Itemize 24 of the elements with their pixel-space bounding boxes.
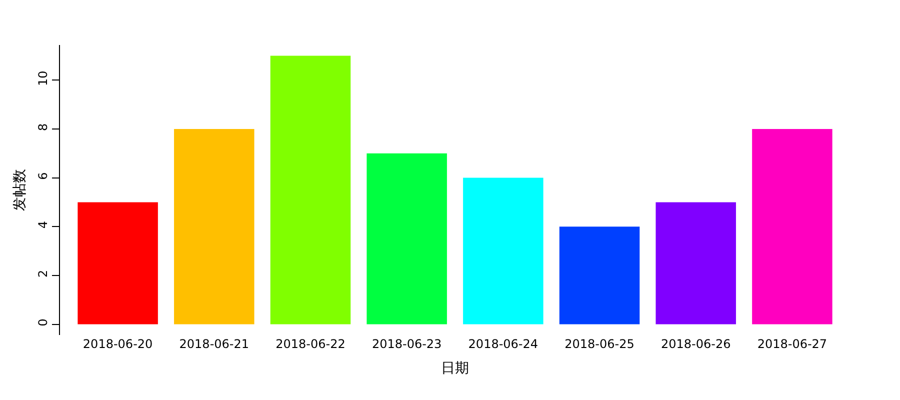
bar — [174, 128, 254, 324]
x-tick-label: 2018-06-23 — [372, 337, 442, 351]
y-tick-label: 10 — [36, 70, 50, 86]
bar — [656, 202, 736, 324]
x-tick-label: 2018-06-27 — [757, 337, 828, 351]
bar — [366, 153, 447, 324]
bar — [559, 226, 640, 324]
x-axis-title: 日期 — [441, 360, 469, 376]
x-tick-label: 2018-06-26 — [660, 337, 731, 351]
y-tick-label: 6 — [36, 172, 50, 180]
y-tick-label: 0 — [36, 318, 50, 326]
y-tick-label: 4 — [36, 221, 50, 229]
bar — [78, 202, 158, 324]
x-tick-label: 2018-06-25 — [564, 337, 634, 351]
x-tick-label: 2018-06-24 — [468, 337, 538, 351]
x-tick-label: 2018-06-22 — [276, 337, 346, 351]
bar — [463, 178, 544, 324]
bar — [752, 128, 832, 324]
x-tick-label: 2018-06-20 — [82, 337, 153, 351]
x-tick-label: 2018-06-21 — [179, 337, 250, 351]
y-tick-label: 8 — [36, 123, 50, 131]
y-tick-label: 2 — [36, 270, 50, 278]
y-axis-title: 发帖数 — [12, 169, 28, 211]
bar — [270, 56, 351, 324]
